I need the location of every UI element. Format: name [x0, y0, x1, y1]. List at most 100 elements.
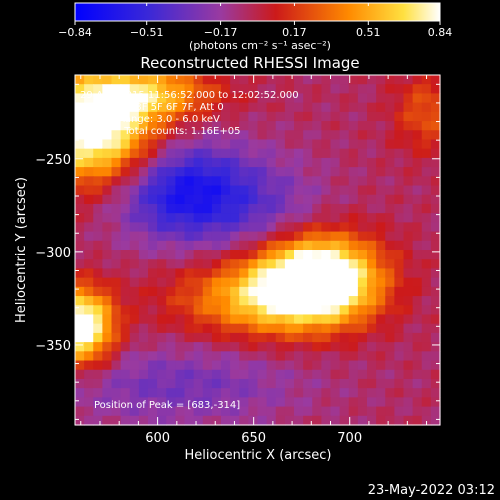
heatmap-cell: [102, 213, 113, 223]
heatmap-cell: [230, 332, 240, 343]
heatmap-cell: [157, 102, 167, 113]
heatmap-cell: [339, 332, 350, 343]
heatmap-cell: [221, 176, 231, 187]
heatmap-cell: [84, 176, 94, 187]
heatmap-cell: [348, 121, 359, 131]
heatmap-cell: [266, 148, 277, 159]
heatmap-cell: [248, 93, 259, 104]
heatmap-cell: [394, 157, 405, 168]
heatmap-cell: [157, 342, 167, 352]
heatmap-cell: [330, 415, 341, 426]
heatmap-cell: [312, 157, 322, 168]
heatmap-cell: [102, 406, 113, 417]
heatmap-cell: [93, 388, 103, 398]
heatmap-cell: [376, 130, 386, 141]
heatmap-cell: [230, 314, 240, 325]
heatmap-cell: [211, 148, 222, 159]
heatmap-cell: [421, 84, 432, 95]
heatmap-cell: [111, 75, 122, 85]
heatmap-cell: [394, 397, 405, 408]
heatmap-cell: [157, 277, 167, 288]
heatmap-cell: [430, 148, 441, 159]
heatmap-cell: [93, 84, 103, 95]
heatmap-cell: [348, 240, 359, 251]
heatmap-cell: [339, 75, 350, 85]
heatmap-cell: [412, 277, 423, 288]
heatmap-cell: [284, 194, 295, 205]
heatmap-cell: [93, 378, 103, 389]
heatmap-cell: [357, 305, 368, 316]
heatmap-cell: [394, 84, 405, 95]
heatmap-cell: [430, 388, 441, 398]
heatmap-cell: [202, 305, 213, 316]
heatmap-cell: [148, 84, 158, 95]
heatmap-cell: [184, 360, 195, 371]
heatmap-cell: [129, 139, 140, 150]
heatmap-cell: [430, 378, 441, 389]
heatmap-cell: [339, 397, 350, 408]
heatmap-cell: [129, 240, 140, 251]
heatmap-cell: [266, 332, 277, 343]
heatmap-cell: [148, 323, 158, 334]
heatmap-cell: [412, 342, 423, 352]
heatmap-cell: [321, 268, 332, 279]
heatmap-cell: [138, 342, 149, 352]
heatmap-cell: [330, 75, 341, 85]
heatmap-cell: [84, 185, 94, 196]
heatmap-cell: [303, 286, 313, 297]
heatmap-cell: [275, 121, 286, 131]
heatmap-cell: [148, 213, 158, 223]
heatmap-cell: [211, 93, 222, 104]
heatmap-cell: [239, 157, 249, 168]
heatmap-cell: [193, 305, 204, 316]
heatmap-cell: [248, 231, 259, 242]
heatmap-cell: [120, 277, 131, 288]
heatmap-cell: [129, 148, 140, 159]
heatmap-cell: [129, 259, 140, 270]
heatmap-cell: [330, 388, 341, 398]
heatmap-cell: [303, 397, 313, 408]
heatmap-cell: [75, 213, 85, 223]
heatmap-cell: [257, 360, 268, 371]
heatmap-cell: [148, 157, 158, 168]
heatmap-cell: [357, 250, 368, 260]
y-tick-label: −300: [35, 246, 71, 261]
heatmap-cell: [385, 397, 395, 408]
heatmap-cell: [385, 240, 395, 251]
heatmap-cell: [193, 194, 204, 205]
heatmap-cell: [403, 415, 414, 426]
heatmap-cell: [394, 360, 405, 371]
heatmap-cell: [339, 121, 350, 131]
heatmap-cell: [157, 369, 167, 380]
heatmap-cell: [129, 351, 140, 362]
heatmap-cell: [129, 231, 140, 242]
heatmap-cell: [166, 406, 176, 417]
heatmap-cell: [421, 121, 432, 131]
heatmap-cell: [367, 130, 377, 141]
heatmap-cell: [321, 286, 332, 297]
heatmap-cell: [138, 286, 149, 297]
heatmap-cell: [120, 305, 131, 316]
heatmap-cell: [148, 305, 158, 316]
heatmap-cell: [111, 231, 122, 242]
heatmap-cell: [129, 415, 140, 426]
heatmap-cell: [275, 277, 286, 288]
heatmap-cell: [367, 139, 377, 150]
heatmap-cell: [275, 194, 286, 205]
heatmap-cell: [175, 139, 186, 150]
heatmap-cell: [339, 240, 350, 251]
heatmap-cell: [257, 130, 268, 141]
heatmap-cell: [193, 259, 204, 270]
heatmap-cell: [166, 93, 176, 104]
heatmap-cell: [75, 397, 85, 408]
heatmap-cell: [430, 93, 441, 104]
heatmap-cell: [294, 240, 304, 251]
heatmap-cell: [202, 93, 213, 104]
heatmap-cell: [348, 148, 359, 159]
heatmap-cell: [120, 148, 131, 159]
heatmap-cell: [148, 194, 158, 205]
heatmap-cell: [312, 231, 322, 242]
heatmap-cell: [376, 397, 386, 408]
heatmap-cell: [367, 213, 377, 223]
heatmap-cell: [84, 240, 94, 251]
